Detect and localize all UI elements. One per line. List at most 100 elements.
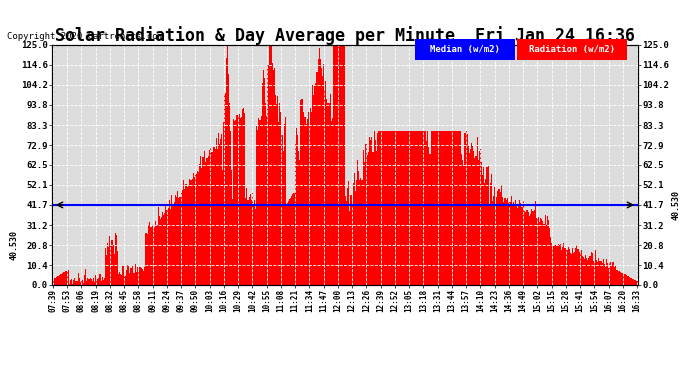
Bar xyxy=(245,198,246,285)
Bar xyxy=(548,220,549,285)
Bar xyxy=(578,252,580,285)
Bar xyxy=(554,246,555,285)
Bar xyxy=(496,197,497,285)
Bar xyxy=(267,65,268,285)
Bar xyxy=(428,147,429,285)
Bar xyxy=(170,195,172,285)
Bar xyxy=(276,104,277,285)
Bar xyxy=(513,202,514,285)
Bar xyxy=(177,191,179,285)
Bar xyxy=(460,131,461,285)
Bar xyxy=(137,267,138,285)
Bar xyxy=(128,266,129,285)
Bar xyxy=(489,204,490,285)
Bar xyxy=(110,245,112,285)
Bar xyxy=(331,121,332,285)
Bar xyxy=(144,267,146,285)
Bar xyxy=(106,255,107,285)
Bar xyxy=(429,154,431,285)
Bar xyxy=(497,191,498,285)
Bar xyxy=(192,179,193,285)
Bar xyxy=(466,134,468,285)
Bar xyxy=(619,272,620,285)
Bar xyxy=(195,173,196,285)
Bar xyxy=(445,131,446,285)
Bar xyxy=(480,150,481,285)
Bar xyxy=(149,222,150,285)
Bar xyxy=(95,275,96,285)
Bar xyxy=(364,162,365,285)
Bar xyxy=(438,131,440,285)
Bar xyxy=(551,243,552,285)
Bar xyxy=(462,160,464,285)
Bar xyxy=(60,274,61,285)
Bar xyxy=(349,211,351,285)
Bar xyxy=(596,260,597,285)
Bar xyxy=(425,131,426,285)
Bar xyxy=(485,179,486,285)
Bar xyxy=(394,131,395,285)
Bar xyxy=(109,236,110,285)
Bar xyxy=(322,76,323,285)
Bar xyxy=(173,204,174,285)
Bar xyxy=(538,217,539,285)
Bar xyxy=(291,196,293,285)
Text: 40.530: 40.530 xyxy=(9,230,18,260)
Bar xyxy=(142,269,144,285)
Bar xyxy=(448,131,449,285)
Bar xyxy=(312,85,313,285)
Bar xyxy=(550,237,551,285)
Bar xyxy=(263,70,264,285)
Bar xyxy=(162,212,163,285)
Bar xyxy=(594,262,595,285)
Bar xyxy=(627,276,628,285)
Bar xyxy=(207,158,208,285)
Bar xyxy=(552,247,553,285)
Bar xyxy=(559,244,560,285)
Bar xyxy=(204,151,205,285)
Bar xyxy=(605,267,606,285)
Bar xyxy=(446,131,447,285)
Bar xyxy=(306,118,308,285)
Bar xyxy=(53,279,55,285)
Bar xyxy=(569,249,570,285)
Bar xyxy=(634,280,635,285)
Bar xyxy=(553,244,554,285)
Bar xyxy=(515,200,516,285)
Bar xyxy=(528,211,529,285)
Bar xyxy=(56,277,57,285)
Bar xyxy=(408,131,410,285)
Bar xyxy=(453,131,455,285)
Bar xyxy=(384,131,386,285)
Bar xyxy=(324,90,325,285)
Bar xyxy=(432,131,433,285)
Bar xyxy=(628,276,629,285)
Bar xyxy=(168,200,170,285)
Bar xyxy=(94,282,95,285)
Bar xyxy=(525,212,526,285)
Bar xyxy=(335,45,336,285)
Bar xyxy=(435,131,436,285)
Bar xyxy=(416,131,417,285)
Bar xyxy=(280,112,282,285)
Bar xyxy=(621,273,622,285)
Bar xyxy=(591,252,593,285)
Bar xyxy=(503,202,504,285)
Bar xyxy=(517,208,518,285)
Bar xyxy=(405,131,406,285)
Bar xyxy=(176,198,177,285)
Bar xyxy=(127,265,128,285)
Bar xyxy=(124,275,125,285)
Bar xyxy=(242,109,243,285)
Bar xyxy=(183,180,184,285)
Bar xyxy=(86,280,88,285)
Bar xyxy=(440,131,442,285)
Bar xyxy=(472,146,473,285)
Bar xyxy=(524,210,525,285)
Bar xyxy=(379,131,380,285)
Bar xyxy=(126,270,127,285)
Bar xyxy=(411,131,412,285)
Bar xyxy=(610,262,611,285)
Bar xyxy=(80,282,81,285)
Bar xyxy=(355,191,356,285)
